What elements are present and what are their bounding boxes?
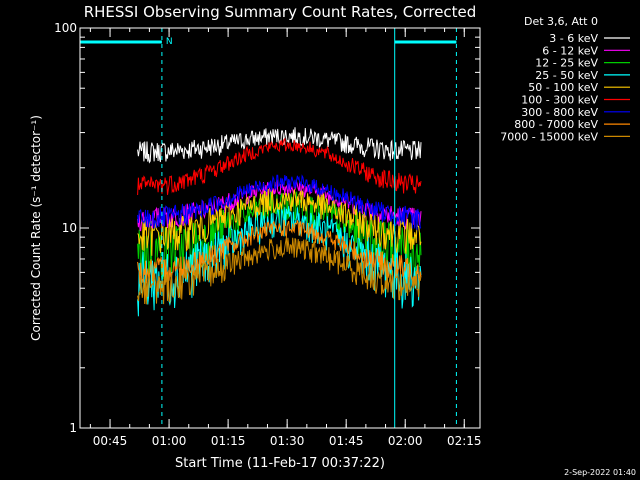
x-axis-label: Start Time (11-Feb-17 00:37:22) bbox=[175, 456, 385, 471]
footer-date: 2-Sep-2022 01:40 bbox=[564, 468, 636, 477]
chart-title: RHESSI Observing Summary Count Rates, Co… bbox=[84, 3, 477, 21]
x-tick-label: 01:15 bbox=[211, 434, 246, 448]
legend-label-1: 6 - 12 keV bbox=[542, 44, 598, 57]
series-line-6 bbox=[137, 174, 422, 231]
series-line-5 bbox=[137, 137, 422, 196]
y-axis-label: Corrected Count Rate (s⁻¹ detector⁻¹) bbox=[29, 115, 43, 341]
legend-label-0: 3 - 6 keV bbox=[549, 32, 598, 45]
y-tick-label: 10 bbox=[62, 221, 77, 235]
legend-label-8: 7000 - 15000 keV bbox=[500, 130, 598, 143]
flag-label: N bbox=[166, 37, 173, 47]
x-tick-label: 02:00 bbox=[388, 434, 423, 448]
x-tick-label: 01:45 bbox=[329, 434, 364, 448]
legend-title: Det 3,6, Att 0 bbox=[524, 15, 598, 28]
x-tick-label: 02:15 bbox=[447, 434, 482, 448]
series-line-8 bbox=[137, 237, 422, 305]
x-tick-label: 01:00 bbox=[152, 434, 187, 448]
series-line-0 bbox=[137, 127, 422, 164]
y-tick-label: 100 bbox=[54, 21, 77, 35]
legend-label-7: 800 - 7000 keV bbox=[514, 118, 598, 131]
y-tick-label: 1 bbox=[69, 421, 77, 435]
legend-label-4: 50 - 100 keV bbox=[528, 81, 598, 94]
plot-marks bbox=[137, 127, 422, 317]
legend-label-3: 25 - 50 keV bbox=[535, 69, 598, 82]
axes: N 1 10 100 00:45 01:00 01:15 01:30 01:45 02:00 02:… bbox=[54, 21, 481, 448]
legend-label-6: 300 - 800 keV bbox=[521, 106, 598, 119]
legend-label-2: 12 - 25 keV bbox=[535, 57, 598, 70]
x-tick-label: 01:30 bbox=[270, 434, 305, 448]
series-line-4 bbox=[137, 188, 422, 256]
legend-label-5: 100 - 300 keV bbox=[521, 94, 598, 107]
x-tick-label: 00:45 bbox=[93, 434, 128, 448]
